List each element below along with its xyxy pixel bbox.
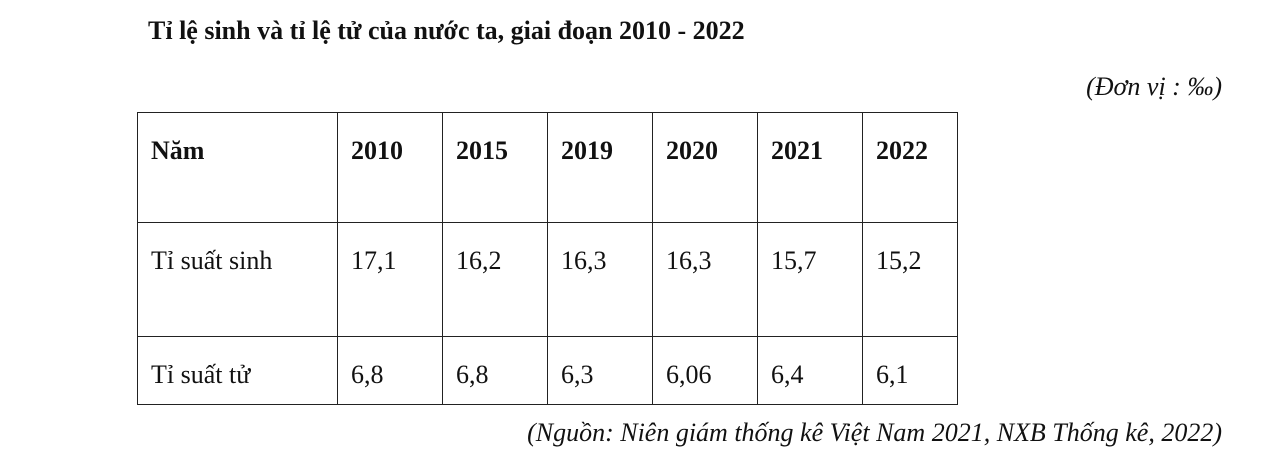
header-cell: 2019 xyxy=(547,112,653,223)
table-row: Tỉ suất tử 6,8 6,8 6,3 6,06 6,4 6,1 xyxy=(137,336,958,405)
header-row: Năm 2010 2015 2019 2020 2021 2022 xyxy=(137,112,958,223)
cell: 15,2 xyxy=(862,222,958,337)
row-label: Năm xyxy=(137,112,338,223)
cell: 6,06 xyxy=(652,336,758,405)
cell: 17,1 xyxy=(337,222,443,337)
cell: 16,2 xyxy=(442,222,548,337)
table-row: Tỉ suất sinh 17,1 16,2 16,3 16,3 15,7 15,2 xyxy=(137,222,958,337)
cell: 6,8 xyxy=(442,336,548,405)
cell: 6,1 xyxy=(862,336,958,405)
row-label: Tỉ suất tử xyxy=(137,336,338,405)
cell: 6,4 xyxy=(757,336,863,405)
header-cell: 2010 xyxy=(337,112,443,223)
cell: 6,3 xyxy=(547,336,653,405)
cell: 16,3 xyxy=(547,222,653,337)
header-cell: 2021 xyxy=(757,112,863,223)
row-label: Tỉ suất sinh xyxy=(137,222,338,337)
header-cell: 2022 xyxy=(862,112,958,223)
data-table: Năm 2010 2015 2019 2020 2021 2022 Tỉ suất sinh 1… xyxy=(137,112,958,405)
cell: 15,7 xyxy=(757,222,863,337)
title: Tỉ lệ sinh và tỉ lệ tử của nước ta, giai… xyxy=(148,16,745,45)
source: (Nguồn: Niên giám thống kê Việt Nam 2021… xyxy=(527,418,1222,447)
header-cell: 2020 xyxy=(652,112,758,223)
cell: 16,3 xyxy=(652,222,758,337)
unit: (Đơn vị : ‰) xyxy=(1086,72,1222,101)
header-cell: 2015 xyxy=(442,112,548,223)
cell: 6,8 xyxy=(337,336,443,405)
